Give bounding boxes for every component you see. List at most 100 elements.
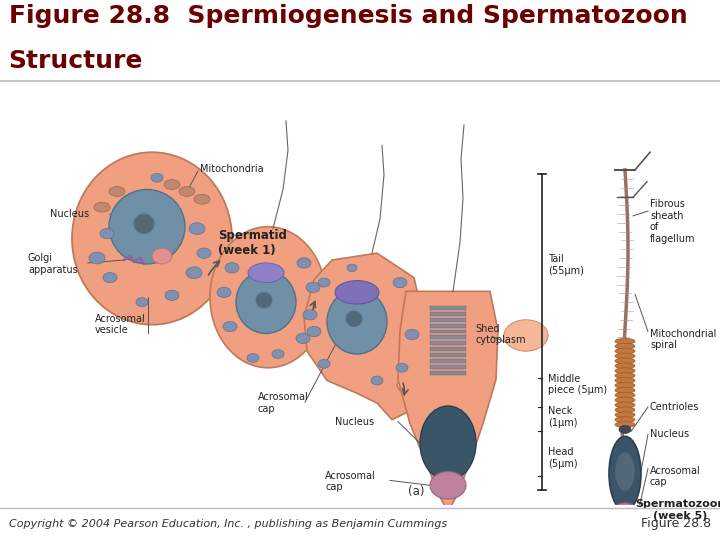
Bar xyxy=(430,365,466,369)
Ellipse shape xyxy=(609,436,641,511)
Ellipse shape xyxy=(504,320,548,351)
Ellipse shape xyxy=(189,223,205,234)
Ellipse shape xyxy=(223,321,237,332)
Ellipse shape xyxy=(152,248,172,264)
Text: Acrosomal
cap: Acrosomal cap xyxy=(325,471,376,492)
Ellipse shape xyxy=(186,267,202,279)
Ellipse shape xyxy=(615,343,635,349)
Ellipse shape xyxy=(611,503,639,526)
Ellipse shape xyxy=(615,358,635,364)
Ellipse shape xyxy=(179,186,195,197)
Text: Structure: Structure xyxy=(9,49,143,72)
Ellipse shape xyxy=(306,282,320,293)
Ellipse shape xyxy=(615,373,635,379)
Ellipse shape xyxy=(151,173,163,182)
Ellipse shape xyxy=(615,387,635,393)
Ellipse shape xyxy=(100,228,114,239)
Text: Acrosomal
cap: Acrosomal cap xyxy=(650,465,701,487)
Ellipse shape xyxy=(615,397,635,403)
Ellipse shape xyxy=(103,273,117,283)
Ellipse shape xyxy=(197,248,211,258)
Ellipse shape xyxy=(430,471,466,499)
Bar xyxy=(430,306,466,310)
Bar xyxy=(430,312,466,316)
Ellipse shape xyxy=(109,190,185,264)
Ellipse shape xyxy=(396,363,408,372)
Ellipse shape xyxy=(136,298,148,307)
Ellipse shape xyxy=(615,382,635,388)
Ellipse shape xyxy=(615,363,635,369)
Text: Golgi
apparatus: Golgi apparatus xyxy=(28,253,78,275)
Bar xyxy=(430,347,466,351)
Ellipse shape xyxy=(165,290,179,300)
Text: Nucleus: Nucleus xyxy=(50,209,89,219)
Ellipse shape xyxy=(615,368,635,374)
Ellipse shape xyxy=(236,271,296,334)
Ellipse shape xyxy=(318,278,330,287)
Ellipse shape xyxy=(318,360,330,368)
Ellipse shape xyxy=(615,407,635,413)
Bar xyxy=(430,329,466,334)
Ellipse shape xyxy=(371,376,383,385)
Ellipse shape xyxy=(615,452,635,491)
Ellipse shape xyxy=(225,262,239,273)
Bar xyxy=(430,359,466,363)
Ellipse shape xyxy=(272,349,284,359)
Ellipse shape xyxy=(615,348,635,354)
Ellipse shape xyxy=(303,310,317,320)
Ellipse shape xyxy=(134,214,154,234)
Ellipse shape xyxy=(210,227,326,368)
Ellipse shape xyxy=(109,186,125,197)
Bar xyxy=(430,318,466,322)
Ellipse shape xyxy=(256,292,272,308)
Ellipse shape xyxy=(327,289,387,354)
Text: (a): (a) xyxy=(408,485,425,498)
Text: Tail
(55μm): Tail (55μm) xyxy=(548,254,584,276)
Text: Figure 28.8  Spermiogenesis and Spermatozoon: Figure 28.8 Spermiogenesis and Spermatoz… xyxy=(9,4,688,28)
Ellipse shape xyxy=(615,417,635,423)
Text: Shed
cytoplasm: Shed cytoplasm xyxy=(475,323,526,345)
Ellipse shape xyxy=(615,377,635,383)
Ellipse shape xyxy=(217,287,231,298)
Ellipse shape xyxy=(615,402,635,408)
Ellipse shape xyxy=(248,263,284,282)
Ellipse shape xyxy=(393,278,407,288)
Ellipse shape xyxy=(297,258,311,268)
Text: Spermatid
(week 1): Spermatid (week 1) xyxy=(218,228,287,256)
PathPatch shape xyxy=(398,292,498,512)
Text: Figure 28.8: Figure 28.8 xyxy=(642,517,711,530)
Text: Acrosomal
cap: Acrosomal cap xyxy=(258,392,309,414)
Ellipse shape xyxy=(615,412,635,418)
Text: Acrosomal
vesicle: Acrosomal vesicle xyxy=(95,314,145,335)
Bar xyxy=(430,341,466,345)
Ellipse shape xyxy=(347,264,357,272)
Text: Mitochondrial
spiral: Mitochondrial spiral xyxy=(650,328,716,350)
Text: Head
(5μm): Head (5μm) xyxy=(548,447,577,469)
Bar xyxy=(430,335,466,339)
Ellipse shape xyxy=(164,180,180,190)
Ellipse shape xyxy=(619,426,631,434)
Bar xyxy=(430,370,466,375)
Ellipse shape xyxy=(296,333,310,343)
Ellipse shape xyxy=(615,339,635,345)
Ellipse shape xyxy=(89,252,105,264)
Ellipse shape xyxy=(420,406,476,481)
Bar xyxy=(430,323,466,328)
Ellipse shape xyxy=(194,194,210,204)
Text: Copyright © 2004 Pearson Education, Inc. , publishing as Benjamin Cummings: Copyright © 2004 Pearson Education, Inc.… xyxy=(9,519,447,529)
Ellipse shape xyxy=(72,152,232,325)
Ellipse shape xyxy=(335,281,379,304)
PathPatch shape xyxy=(304,253,422,420)
Text: Spermatozoon
(week 5): Spermatozoon (week 5) xyxy=(635,499,720,521)
Ellipse shape xyxy=(615,353,635,359)
Ellipse shape xyxy=(615,422,635,428)
Text: Centrioles: Centrioles xyxy=(650,402,699,412)
Bar xyxy=(430,353,466,357)
Text: Middle
piece (5μm): Middle piece (5μm) xyxy=(548,374,607,395)
Ellipse shape xyxy=(247,354,259,362)
Ellipse shape xyxy=(405,329,419,340)
Text: Fibrous
sheath
of
flagellum: Fibrous sheath of flagellum xyxy=(650,199,696,244)
Ellipse shape xyxy=(307,326,321,336)
Text: Nucleus: Nucleus xyxy=(650,429,689,440)
Ellipse shape xyxy=(94,202,110,212)
